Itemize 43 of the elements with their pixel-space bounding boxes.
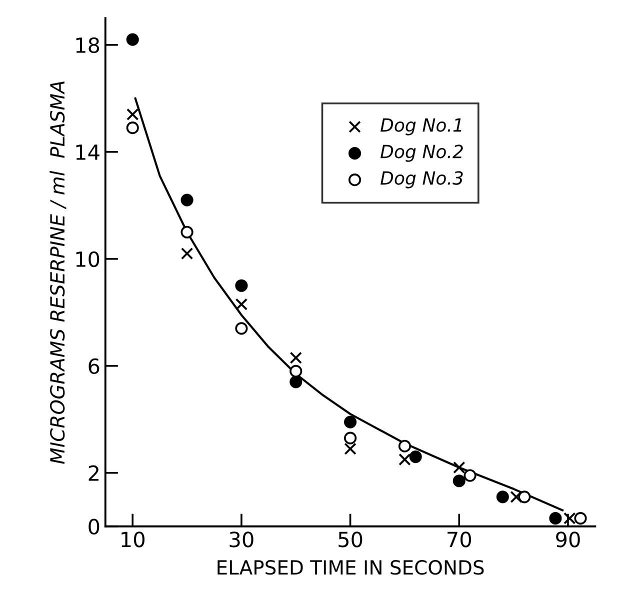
- point: [496, 490, 509, 504]
- point: [398, 453, 411, 466]
- point: [235, 279, 248, 292]
- point: [180, 247, 194, 260]
- point: [398, 440, 412, 452]
- y-tick-label: 6: [88, 358, 100, 374]
- y-tick-label: 2: [88, 465, 98, 481]
- x-tick-label: 90: [556, 532, 580, 548]
- point: [563, 512, 576, 524]
- point: [126, 33, 139, 46]
- x-tick-label: 50: [338, 532, 362, 548]
- point: [518, 490, 531, 504]
- point: [344, 442, 356, 455]
- y-tick-label: 18: [76, 37, 100, 54]
- point: [126, 108, 139, 121]
- point: [235, 322, 248, 335]
- point: [180, 194, 194, 206]
- point: [290, 364, 302, 378]
- x-tick-label: 10: [122, 532, 144, 548]
- point: [344, 432, 357, 444]
- y-axis-title: MICROGRAMS RESERPINE / ml PLASMA: [50, 81, 66, 464]
- point: [180, 226, 194, 238]
- y-tick-label: 10: [76, 251, 100, 268]
- y-tick-label: 14: [76, 144, 100, 160]
- point: [574, 512, 587, 525]
- legend-label: Dog No.1: [380, 118, 462, 136]
- x-axis-title: ELAPSED TIME IN SECONDS: [218, 560, 484, 575]
- legend-label: Dog No.3: [380, 171, 463, 188]
- point: [510, 490, 522, 504]
- point: [235, 298, 248, 310]
- point: [409, 450, 422, 464]
- point: [126, 122, 139, 134]
- legend-label: Dog No.2: [380, 144, 463, 162]
- point: [344, 416, 357, 428]
- x-tick-label: 30: [230, 532, 254, 548]
- point: [453, 461, 466, 474]
- point: [464, 469, 476, 482]
- point: [290, 376, 302, 388]
- point: [290, 352, 302, 364]
- point: [549, 512, 562, 525]
- x-tick-label: 70: [448, 532, 472, 548]
- y-tick-label: 0: [88, 518, 100, 535]
- point: [452, 474, 466, 488]
